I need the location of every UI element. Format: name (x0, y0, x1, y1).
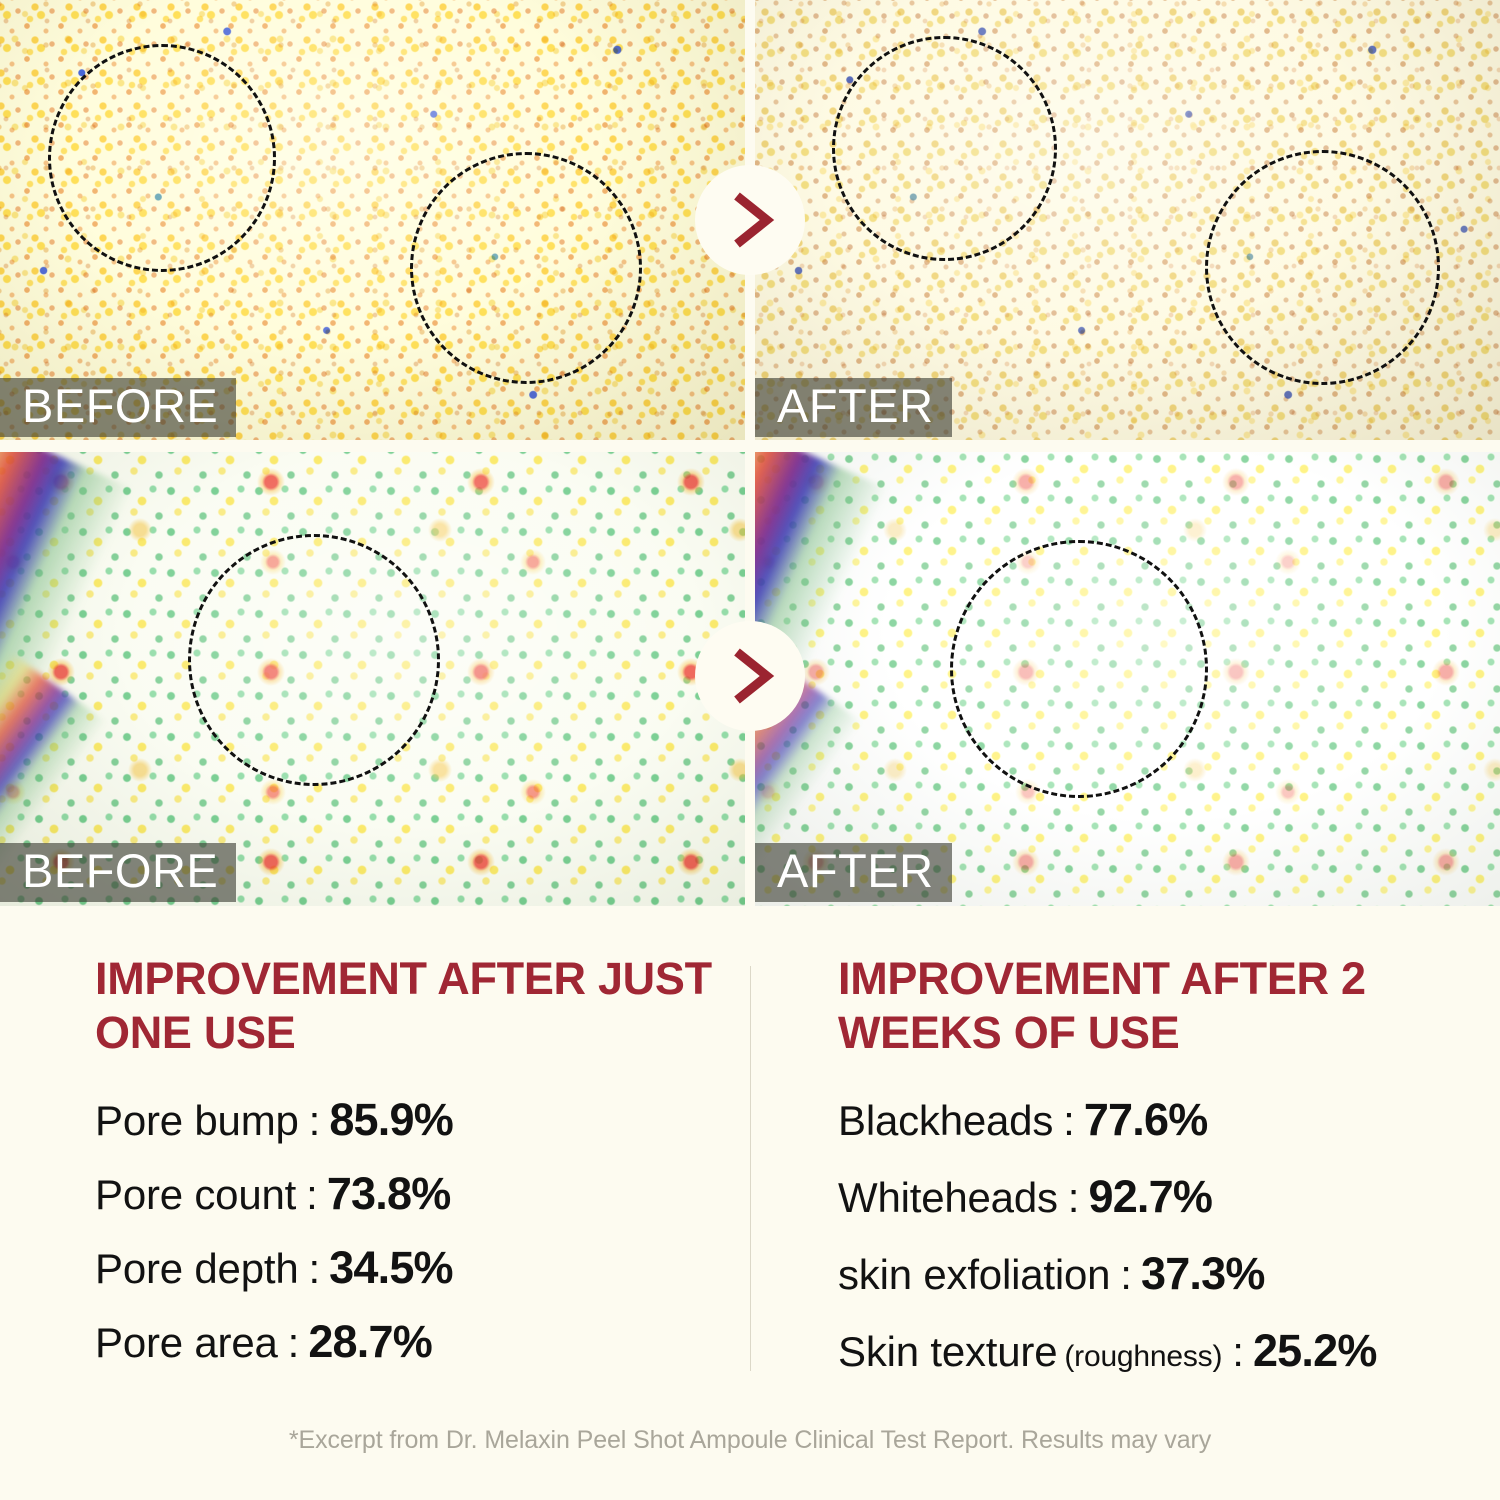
stat-separator: : (308, 1245, 321, 1292)
panel-depth-after: AFTER (755, 452, 1500, 906)
after-label: AFTER (755, 843, 952, 902)
chevron-right-icon (723, 188, 777, 252)
stat-label: Pore count (95, 1171, 297, 1218)
stat-row: Pore bump : 85.9% (95, 1094, 715, 1146)
stat-separator: : (1232, 1328, 1244, 1375)
pore-speckle-overlay (755, 0, 1500, 440)
results-column-two-weeks: IMPROVEMENT AFTER 2 WEEKS OF USE Blackhe… (838, 906, 1478, 1402)
stat-row: Pore depth : 34.5% (95, 1242, 715, 1294)
stat-value: 77.6% (1083, 1094, 1208, 1145)
stat-row: Skin texture (roughness) : 25.2% (838, 1325, 1478, 1377)
panel-pore-after: AFTER (755, 0, 1500, 440)
before-after-image-grid: BEFORE AFTER BEFORE (0, 0, 1500, 906)
stat-value: 28.7% (308, 1316, 432, 1367)
column-title-two-weeks: IMPROVEMENT AFTER 2 WEEKS OF USE (838, 953, 1366, 1058)
before-label: BEFORE (0, 378, 237, 437)
stat-value: 37.3% (1140, 1248, 1265, 1299)
stat-label: Pore depth (95, 1245, 299, 1292)
stat-value: 92.7% (1088, 1171, 1213, 1222)
stat-list-two-weeks: Blackheads : 77.6% Whiteheads : 92.7% sk… (838, 1094, 1478, 1377)
panel-pore-before: BEFORE (0, 0, 745, 440)
stat-label: Pore area (95, 1319, 278, 1366)
stat-separator: : (306, 1171, 318, 1218)
stat-label: Skin texture (838, 1328, 1058, 1375)
stat-label: skin exfoliation (838, 1251, 1111, 1298)
stat-separator: : (1067, 1174, 1080, 1221)
before-label: BEFORE (0, 843, 237, 902)
pore-speckle-overlay (0, 0, 745, 440)
results-section: IMPROVEMENT AFTER JUST ONE USE Pore bump… (0, 906, 1500, 1500)
stat-separator: : (1063, 1097, 1075, 1144)
column-title-one-use: IMPROVEMENT AFTER JUST ONE USE (95, 953, 712, 1058)
results-column-one-use: IMPROVEMENT AFTER JUST ONE USE Pore bump… (95, 906, 715, 1390)
stat-row: skin exfoliation : 37.3% (838, 1248, 1478, 1300)
stat-row: Pore count : 73.8% (95, 1168, 715, 1220)
stat-sublabel: (roughness) (1064, 1340, 1223, 1373)
stat-value: 34.5% (329, 1242, 453, 1293)
stat-value: 85.9% (329, 1094, 453, 1145)
stat-value: 25.2% (1252, 1325, 1377, 1376)
stat-separator: : (287, 1319, 300, 1366)
stat-row: Blackheads : 77.6% (838, 1094, 1478, 1146)
stat-row: Whiteheads : 92.7% (838, 1171, 1478, 1223)
stat-label: Pore bump (95, 1097, 299, 1144)
comparison-arrow-badge-bottom (695, 621, 805, 731)
stat-row: Pore area : 28.7% (95, 1316, 715, 1368)
clinical-disclaimer: *Excerpt from Dr. Melaxin Peel Shot Ampo… (288, 1426, 1212, 1454)
stat-label: Blackheads (838, 1097, 1054, 1144)
chevron-right-icon (723, 644, 777, 708)
panel-depth-before: BEFORE (0, 452, 745, 906)
skin-texture-pore-after (755, 0, 1500, 440)
comparison-arrow-badge-top (695, 165, 805, 275)
column-divider (750, 966, 751, 1371)
stat-separator: : (1120, 1251, 1132, 1298)
after-label: AFTER (755, 378, 952, 437)
stat-label: Whiteheads (838, 1174, 1058, 1221)
stat-value: 73.8% (326, 1168, 451, 1219)
stat-list-one-use: Pore bump : 85.9% Pore count : 73.8% Por… (95, 1094, 715, 1368)
stat-separator: : (308, 1097, 321, 1144)
